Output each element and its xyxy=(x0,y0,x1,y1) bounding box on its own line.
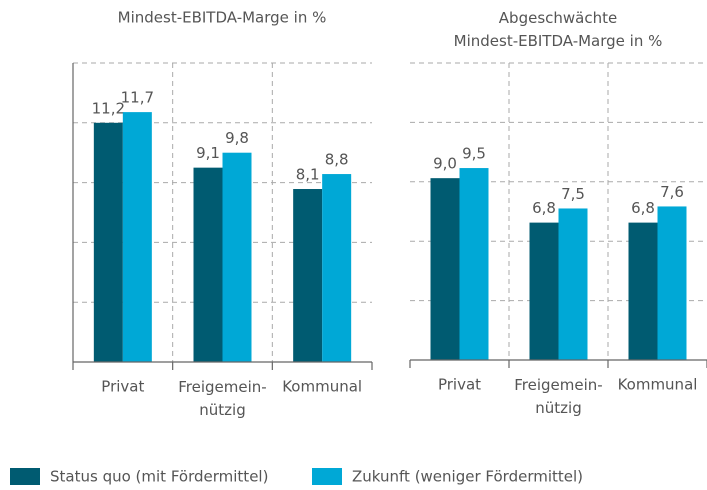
chart-title: Abgeschwächte Mindest-EBITDA-Marge in % xyxy=(454,9,663,50)
bar xyxy=(293,189,323,362)
legend-swatch xyxy=(10,468,40,485)
value-label: 9,1 xyxy=(196,144,220,162)
chart-title: Mindest-EBITDA-Marge in % xyxy=(118,9,327,27)
bar xyxy=(93,122,123,362)
value-label: 6,8 xyxy=(631,199,655,217)
value-label: 9,8 xyxy=(225,129,249,147)
bar xyxy=(558,208,588,360)
x-tick-label: Privat xyxy=(438,376,481,394)
x-tick-label: Freigemein-nützig xyxy=(514,376,602,417)
legend-swatch xyxy=(312,468,342,485)
x-tick-label: Freigemein-nützig xyxy=(178,378,266,419)
value-label: 8,1 xyxy=(296,166,320,184)
value-label: 8,8 xyxy=(325,151,349,169)
bar xyxy=(322,174,352,362)
x-tick-label: Kommunal xyxy=(618,376,698,394)
value-label: 11,2 xyxy=(92,99,125,117)
value-label: 11,7 xyxy=(121,89,154,107)
value-label: 9,0 xyxy=(433,155,457,173)
bar xyxy=(657,206,687,360)
bar xyxy=(222,152,252,362)
bar xyxy=(459,168,489,360)
bar xyxy=(122,112,152,362)
x-tick-label: Kommunal xyxy=(282,378,362,396)
bar xyxy=(529,222,559,360)
legend-label: Zukunft (weniger Fördermittel) xyxy=(352,468,583,486)
value-label: 9,5 xyxy=(462,145,486,163)
bar xyxy=(628,222,658,360)
legend-label: Status quo (mit Fördermittel) xyxy=(50,468,268,486)
bar xyxy=(193,167,223,362)
x-tick-label: Privat xyxy=(101,378,144,396)
bar xyxy=(430,178,460,360)
value-label: 6,8 xyxy=(532,199,556,217)
value-label: 7,5 xyxy=(561,185,585,203)
value-label: 7,6 xyxy=(660,183,684,201)
